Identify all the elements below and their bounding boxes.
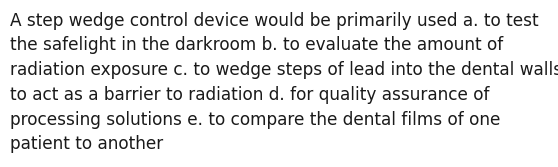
Text: A step wedge control device would be primarily used a. to test: A step wedge control device would be pri… [10, 12, 538, 30]
Text: patient to another: patient to another [10, 135, 163, 153]
Text: to act as a barrier to radiation d. for quality assurance of: to act as a barrier to radiation d. for … [10, 86, 489, 104]
Text: the safelight in the darkroom b. to evaluate the amount of: the safelight in the darkroom b. to eval… [10, 36, 503, 54]
Text: processing solutions e. to compare the dental films of one: processing solutions e. to compare the d… [10, 111, 501, 129]
Text: radiation exposure c. to wedge steps of lead into the dental walls: radiation exposure c. to wedge steps of … [10, 61, 558, 79]
